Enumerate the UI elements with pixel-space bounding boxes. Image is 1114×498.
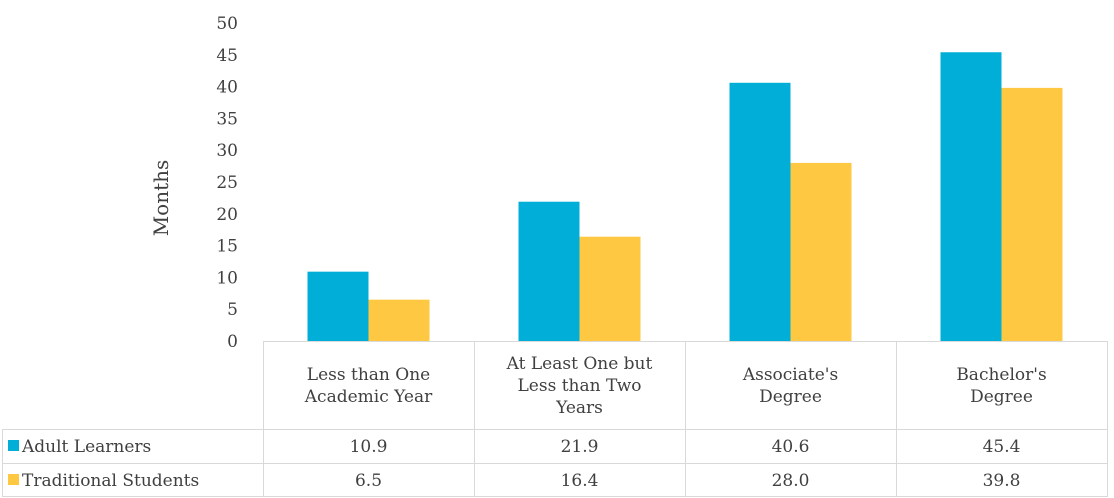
category-label: Less than One bbox=[307, 365, 430, 385]
category-label: Academic Year bbox=[304, 387, 433, 407]
y-tick-label: 40 bbox=[216, 78, 238, 98]
bar-adult-learners bbox=[518, 201, 580, 341]
bar-traditional-students bbox=[1001, 87, 1063, 341]
legend-swatch bbox=[8, 474, 19, 485]
y-tick-label: 45 bbox=[216, 46, 238, 66]
y-tick-label: 10 bbox=[216, 268, 238, 288]
data-label: 16.4 bbox=[561, 471, 599, 491]
bar-adult-learners bbox=[307, 271, 369, 341]
category-label: At Least One but bbox=[506, 354, 653, 374]
legend-swatch bbox=[8, 440, 19, 451]
y-tick-label: 0 bbox=[227, 332, 238, 352]
y-tick-label: 15 bbox=[216, 237, 238, 257]
data-label: 10.9 bbox=[350, 437, 388, 457]
y-tick-label: 20 bbox=[216, 205, 238, 225]
y-axis-ticks: 0 5 10 15 20 25 30 35 40 45 50 bbox=[216, 14, 238, 352]
category-label: Degree bbox=[970, 387, 1033, 407]
data-label: 21.9 bbox=[561, 437, 599, 457]
category-label: Less than Two bbox=[518, 376, 642, 396]
bar-adult-learners bbox=[729, 82, 791, 341]
data-label: 40.6 bbox=[772, 437, 810, 457]
y-tick-label: 30 bbox=[216, 141, 238, 161]
bar-traditional-students bbox=[790, 162, 852, 341]
y-tick-label: 50 bbox=[216, 14, 238, 34]
bar-traditional-students bbox=[368, 299, 430, 341]
bar-traditional-students bbox=[579, 236, 641, 341]
category-label: Years bbox=[555, 398, 603, 418]
y-tick-label: 5 bbox=[227, 300, 238, 320]
data-label: 6.5 bbox=[355, 471, 382, 491]
data-label: 45.4 bbox=[983, 437, 1021, 457]
legend-label: Adult Learners bbox=[21, 437, 151, 457]
category-label: Associate's bbox=[742, 365, 838, 385]
bars bbox=[307, 52, 1063, 341]
data-label: 28.0 bbox=[772, 471, 810, 491]
bar-adult-learners bbox=[940, 52, 1002, 341]
y-tick-label: 35 bbox=[216, 109, 238, 129]
data-label: 39.8 bbox=[983, 471, 1021, 491]
y-axis-label: Months bbox=[149, 160, 173, 237]
category-label: Bachelor's bbox=[956, 365, 1046, 385]
category-label: Degree bbox=[759, 387, 822, 407]
y-tick-label: 25 bbox=[216, 173, 238, 193]
legend-label: Traditional Students bbox=[22, 471, 199, 491]
